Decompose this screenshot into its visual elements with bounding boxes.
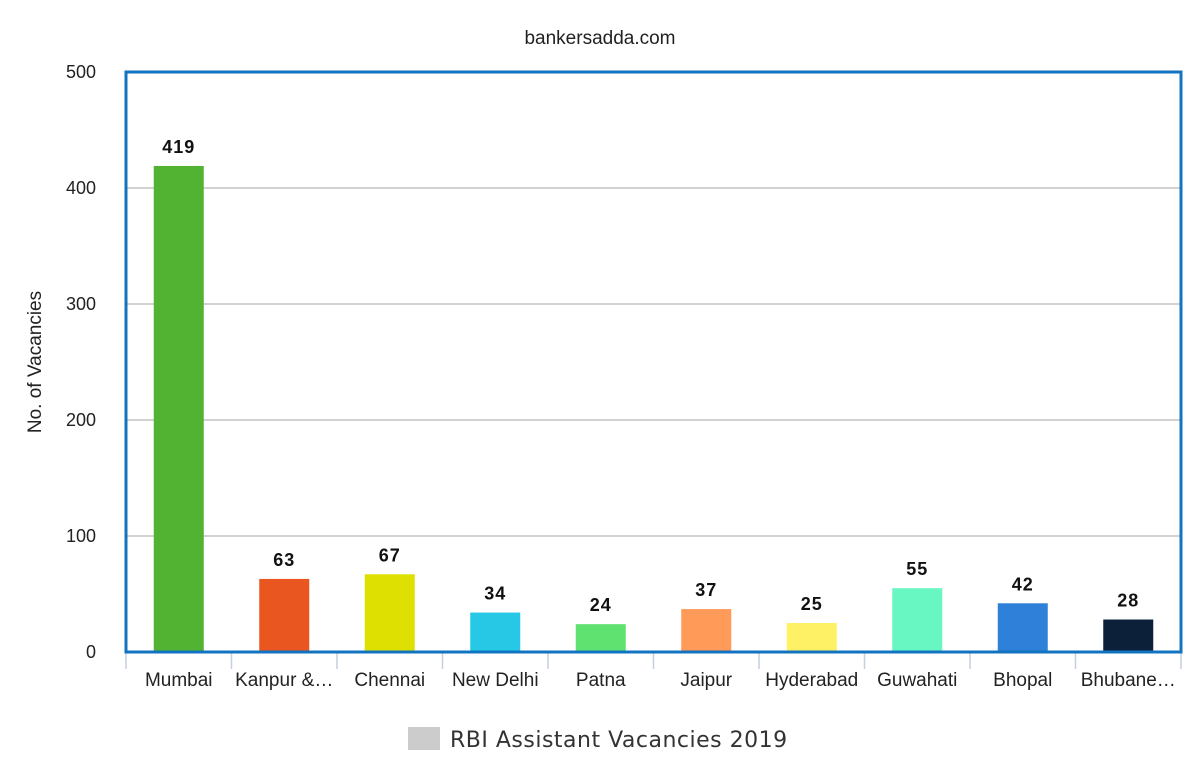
y-tick-label: 100 (66, 526, 96, 546)
bar[interactable] (575, 624, 626, 652)
legend-swatch (408, 727, 440, 750)
x-tick-label: Kanpur &… (235, 670, 333, 691)
y-axis-ticks: 0 100 200 300 400 500 (66, 62, 96, 662)
chart-subtitle: bankersadda.com (524, 28, 675, 49)
bar[interactable] (364, 574, 415, 652)
y-tick-label: 0 (86, 642, 96, 662)
gridlines (126, 187, 1181, 537)
x-tick-label: Mumbai (145, 670, 213, 691)
y-tick-label: 200 (66, 410, 96, 430)
legend-label: RBI Assistant Vacancies 2019 (450, 728, 788, 753)
bar[interactable] (997, 603, 1048, 652)
data-label: 67 (379, 545, 401, 565)
bar[interactable] (259, 578, 310, 652)
data-label: 42 (1012, 574, 1034, 594)
x-tick-label: Chennai (354, 670, 425, 691)
bar[interactable] (153, 165, 204, 652)
bar[interactable] (470, 612, 521, 652)
x-tick-label: Guwahati (877, 670, 957, 691)
data-labels: 419 63 67 34 24 37 25 55 42 28 (162, 137, 1139, 615)
data-label: 25 (801, 594, 823, 614)
bars (153, 165, 1154, 652)
x-tick-label: New Delhi (452, 670, 539, 691)
x-tick-label: Patna (576, 670, 626, 691)
x-axis-ticks: Mumbai Kanpur &… Chennai New Delhi Patna Jaip… (125, 652, 1182, 691)
bar[interactable] (892, 588, 943, 652)
data-label: 24 (590, 595, 612, 615)
bar[interactable] (1103, 619, 1154, 652)
data-label: 34 (484, 584, 506, 604)
x-tick-label: Hyderabad (765, 670, 858, 691)
y-tick-label: 300 (66, 294, 96, 314)
bar[interactable] (786, 623, 837, 652)
y-tick-label: 500 (66, 62, 96, 82)
bar[interactable] (681, 609, 732, 652)
data-label: 419 (162, 137, 195, 157)
data-label: 63 (273, 550, 295, 570)
x-tick-label: Jaipur (680, 670, 732, 691)
x-tick-label: Bhopal (993, 670, 1052, 691)
legend[interactable]: RBI Assistant Vacancies 2019 (408, 727, 788, 753)
x-tick-label: Bhubane… (1081, 670, 1176, 691)
plot-frame (124, 70, 1183, 654)
data-label: 55 (906, 559, 928, 579)
data-label: 28 (1117, 591, 1139, 611)
y-tick-label: 400 (66, 178, 96, 198)
y-axis-label: No. of Vacancies (25, 291, 46, 433)
data-label: 37 (695, 580, 717, 600)
